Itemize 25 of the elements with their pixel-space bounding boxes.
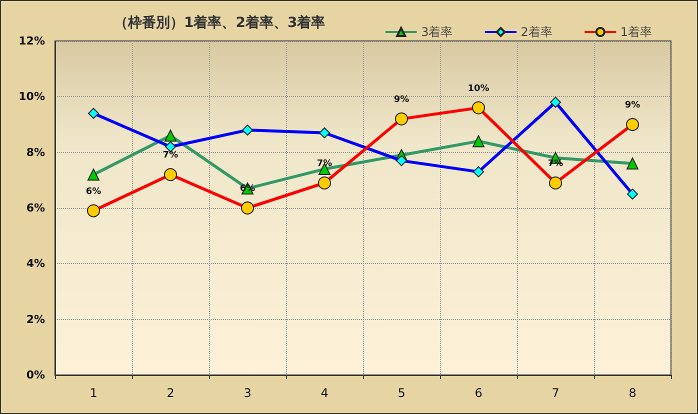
y-tick-label: 2% (26, 312, 45, 326)
data-label: 6% (86, 186, 102, 197)
x-tick-label: 6 (474, 386, 482, 400)
data-label: 7% (162, 150, 178, 161)
legend-label: 1着率 (620, 25, 652, 39)
data-label: 9% (394, 94, 410, 105)
x-tick-label: 1 (90, 386, 98, 400)
data-label: 9% (624, 100, 640, 110)
y-tick-label: 0% (26, 368, 45, 382)
y-tick-label: 12% (18, 34, 45, 48)
y-tick-label: 4% (26, 257, 45, 270)
data-label: 10% (468, 84, 490, 94)
y-tick-label: 8% (26, 146, 45, 159)
chart-title: （枠番別）1着率、2着率、3着率 (114, 14, 326, 31)
x-tick-label: 2 (166, 386, 174, 400)
legend-label: 2着率 (520, 25, 552, 39)
data-label: 7% (316, 158, 332, 169)
y-tick-label: 6% (26, 202, 45, 214)
x-tick-label: 5 (398, 386, 406, 400)
x-tick-label: 3 (244, 386, 252, 400)
x-tick-label: 4 (320, 386, 328, 400)
x-tick-label: 7 (552, 386, 560, 400)
y-tick-label: 10% (18, 90, 45, 104)
x-tick-label: 8 (628, 386, 636, 400)
legend-label: 3着率 (421, 25, 453, 39)
